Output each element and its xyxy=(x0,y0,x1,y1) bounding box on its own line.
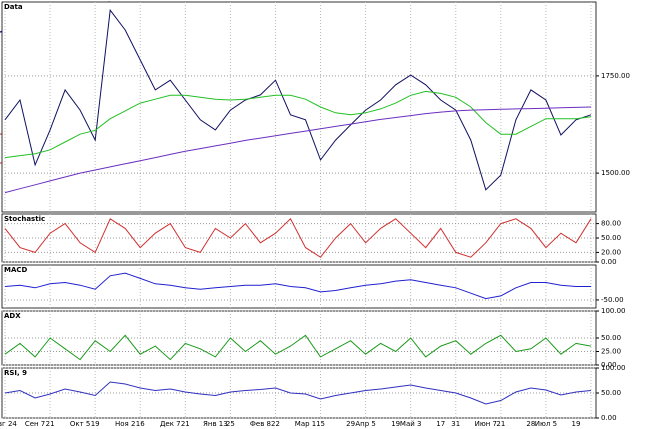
panel xyxy=(1,264,597,309)
x-tick-label: Май 3 xyxy=(400,420,422,428)
y-tick-label: 1500.00 xyxy=(601,169,630,177)
x-tick-label: 25 xyxy=(226,420,235,428)
x-tick-label: Фев 8 xyxy=(250,420,271,428)
x-tick-label: Ноя 2 xyxy=(115,420,135,428)
panel-title: RSI, 9 xyxy=(4,369,27,377)
y-tick-label: 50.00 xyxy=(601,234,621,242)
x-tick-label: 22 xyxy=(271,420,280,428)
x-tick-label: 19 xyxy=(91,420,100,428)
x-tick-label: 31 xyxy=(451,420,460,428)
series-line xyxy=(4,106,592,194)
y-tick-label: 50.00 xyxy=(601,389,621,397)
y-tick-label: 0.00 xyxy=(601,414,617,422)
y-tick-label: 25.00 xyxy=(601,348,621,356)
y-tick-label: 1750.00 xyxy=(601,72,630,80)
x-tick-label: 28 xyxy=(526,420,535,428)
x-tick-label: 21 xyxy=(181,420,190,428)
panel-title: MACD xyxy=(4,266,28,274)
series-line xyxy=(4,381,592,405)
series-line xyxy=(4,217,592,258)
series-line xyxy=(4,90,592,159)
series-line xyxy=(4,334,592,361)
x-tick-label: 17 xyxy=(436,420,445,428)
x-tick-label: Окт 5 xyxy=(70,420,91,428)
x-tick-label: 19 xyxy=(391,420,400,428)
y-tick-label: 0.00 xyxy=(601,258,617,266)
y-tick-label: 100.00 xyxy=(601,364,626,372)
x-tick-label: Июл 5 xyxy=(535,420,557,428)
x-tick-label: Авг 24 xyxy=(0,420,17,428)
x-tick-label: Дек 7 xyxy=(160,420,181,428)
y-tick-label: 50.00 xyxy=(601,334,621,342)
x-tick-label: Янв 13 xyxy=(203,420,228,428)
x-tick-label: 16 xyxy=(136,420,145,428)
series-line xyxy=(4,272,591,300)
x-tick-label: 21 xyxy=(46,420,55,428)
y-tick-label: -50.00 xyxy=(601,296,624,304)
y-tick-label: 20.00 xyxy=(601,248,621,256)
y-tick-label: 0.00 xyxy=(601,361,617,369)
y-tick-label: 100.00 xyxy=(601,307,626,315)
x-tick-label: 15 xyxy=(316,420,325,428)
x-tick-label: 21 xyxy=(496,420,505,428)
y-tick-label: 80.00 xyxy=(601,220,621,228)
panel-title: Data xyxy=(4,3,23,11)
series-line xyxy=(4,8,592,191)
panel xyxy=(1,1,597,213)
x-tick-label: Мар 1 xyxy=(295,420,316,428)
panel-title: Stochastic xyxy=(4,215,45,223)
x-tick-label: Сен 7 xyxy=(25,420,45,428)
x-tick-label: 19 xyxy=(572,420,581,428)
x-tick-label: 29 xyxy=(346,420,355,428)
panel-title: ADX xyxy=(4,312,21,320)
x-tick-label: Июн 7 xyxy=(475,420,497,428)
x-tick-label: Апр 5 xyxy=(355,420,376,428)
